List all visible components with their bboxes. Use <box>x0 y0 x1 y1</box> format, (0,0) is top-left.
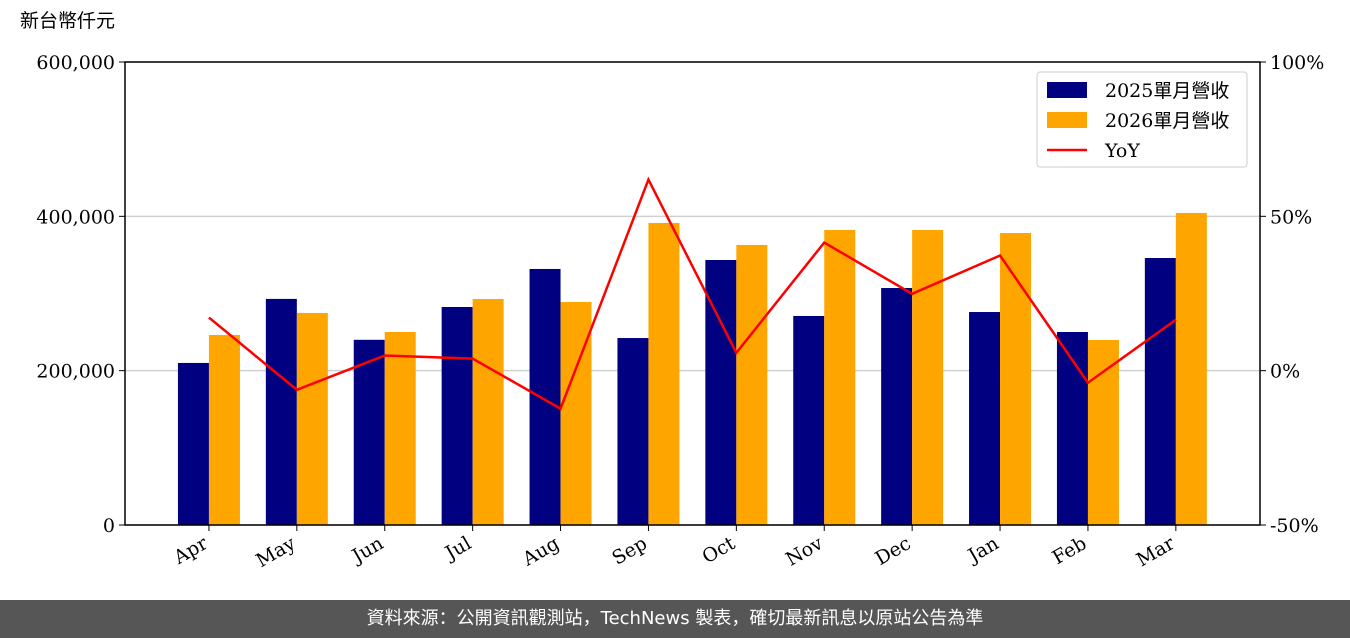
y-tick-label: 0 <box>103 515 115 537</box>
x-tick-label: Sep <box>608 532 651 569</box>
bar <box>472 298 504 525</box>
x-tick-label: Jul <box>440 532 475 565</box>
bar <box>384 332 416 525</box>
legend-swatch <box>1047 112 1087 128</box>
bar <box>824 229 856 526</box>
plot-frame <box>124 61 1261 526</box>
x-tick-label: Jan <box>963 532 1003 568</box>
x-tick-label: Mar <box>1133 532 1179 571</box>
bar <box>617 338 649 525</box>
x-tick-label: May <box>252 532 299 572</box>
line <box>208 176 1177 411</box>
x-tick-label: Apr <box>169 532 212 569</box>
legend-label: 2025單月營收 <box>1105 80 1229 102</box>
bar <box>736 244 768 526</box>
x-tick-label: Feb <box>1049 532 1091 569</box>
y-tick-label: 600,000 <box>36 52 115 74</box>
x-tick-label: Nov <box>782 532 827 571</box>
bar <box>1056 332 1088 525</box>
bar <box>1175 212 1207 526</box>
bar <box>793 315 825 525</box>
x-tick-label: Dec <box>871 532 914 570</box>
y-axis-label: 新台幣仟元 <box>20 10 115 32</box>
bar <box>881 288 913 525</box>
x-tick-label: Jun <box>347 532 388 568</box>
y-tick-label: 400,000 <box>36 206 115 228</box>
bar <box>208 335 240 525</box>
legend: 2025單月營收 2026單月營收 YoY <box>1036 71 1248 168</box>
bar <box>1087 339 1119 525</box>
legend-swatch <box>1047 82 1087 98</box>
y2-tick-label: 0% <box>1270 361 1300 383</box>
y2-tick-label: 100% <box>1270 52 1324 74</box>
bar <box>1000 233 1032 525</box>
y2-tick-label: 50% <box>1270 206 1312 228</box>
bar <box>353 339 385 525</box>
x-tick-label: Oct <box>699 532 740 568</box>
bar <box>1144 258 1176 525</box>
chart: 新台幣仟元 0 200,000 400,000 600,000 -50% 0% 50% 100… <box>20 10 1324 572</box>
legend-label: 2026單月營收 <box>1105 110 1229 132</box>
bar <box>648 222 680 525</box>
y-tick-label: 200,000 <box>36 361 115 383</box>
bar <box>177 362 209 525</box>
bar <box>265 298 297 525</box>
x-tick-label: Aug <box>518 532 563 571</box>
legend-box <box>1036 71 1248 168</box>
legend-label: YoY <box>1104 140 1140 162</box>
footer: 資料來源：公開資訊觀測站，TechNews 製表，確切最新訊息以原站公告為準 <box>0 600 1350 638</box>
bar <box>529 268 561 525</box>
bar <box>912 229 944 526</box>
bar <box>560 301 592 525</box>
bar <box>296 312 328 525</box>
bar <box>969 312 1001 525</box>
bar <box>441 307 473 525</box>
y2-tick-label: -50% <box>1270 515 1319 537</box>
